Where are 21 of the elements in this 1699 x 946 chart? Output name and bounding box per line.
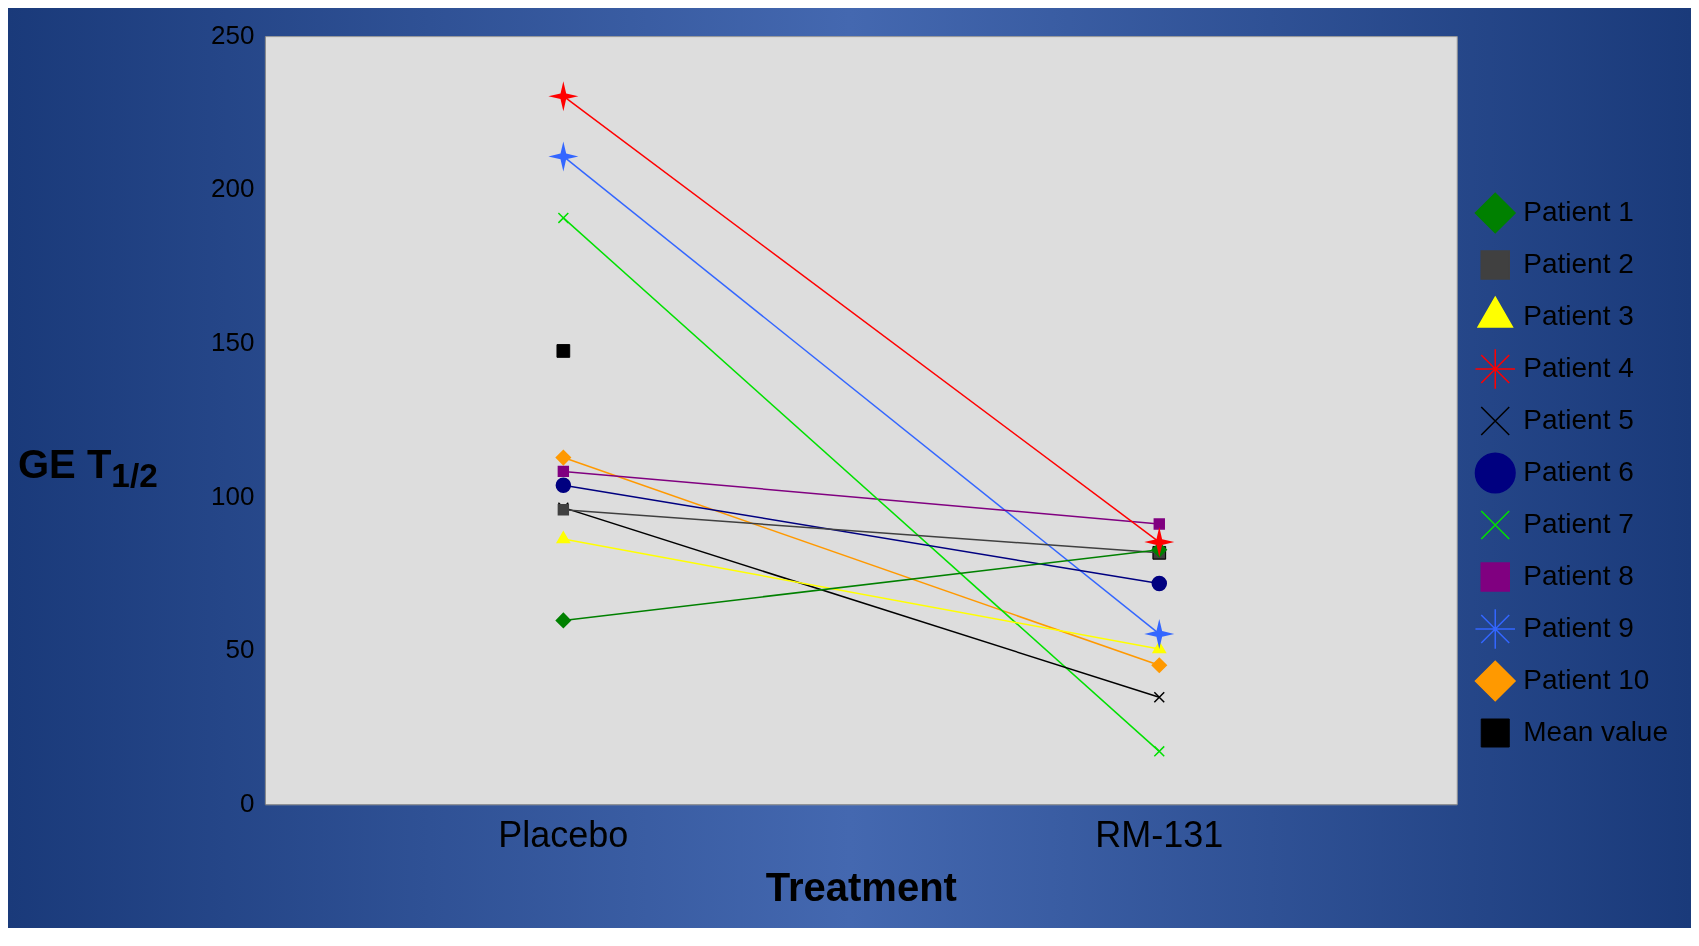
y-tick-label: 50 — [225, 634, 255, 665]
y-tick-label: 150 — [210, 327, 255, 358]
legend-label: Patient 10 — [1523, 663, 1650, 695]
y-tick-label: 250 — [210, 19, 255, 50]
legend-label: Patient 7 — [1523, 507, 1634, 539]
legend-label: Patient 5 — [1523, 403, 1634, 435]
legend-label: Patient 3 — [1523, 299, 1634, 331]
y-tick-label: 0 — [239, 787, 255, 818]
legend-label: Patient 1 — [1523, 195, 1634, 227]
legend-label: Patient 9 — [1523, 611, 1634, 643]
y-tick-label: 100 — [210, 480, 255, 511]
x-tick-label: Placebo — [498, 814, 629, 856]
legend-label: Patient 8 — [1523, 559, 1634, 591]
legend-label: Patient 6 — [1523, 455, 1634, 487]
legend-label: Patient 4 — [1523, 351, 1634, 383]
x-tick-label: RM-131 — [1095, 814, 1224, 856]
legend-label: Patient 2 — [1523, 247, 1634, 279]
y-axis-title: GE T$_{1/2}$ — [17, 441, 159, 495]
y-tick-label: 200 — [210, 173, 255, 204]
x-axis-title: Treatment — [765, 865, 957, 910]
legend-label: Mean value — [1523, 715, 1669, 747]
